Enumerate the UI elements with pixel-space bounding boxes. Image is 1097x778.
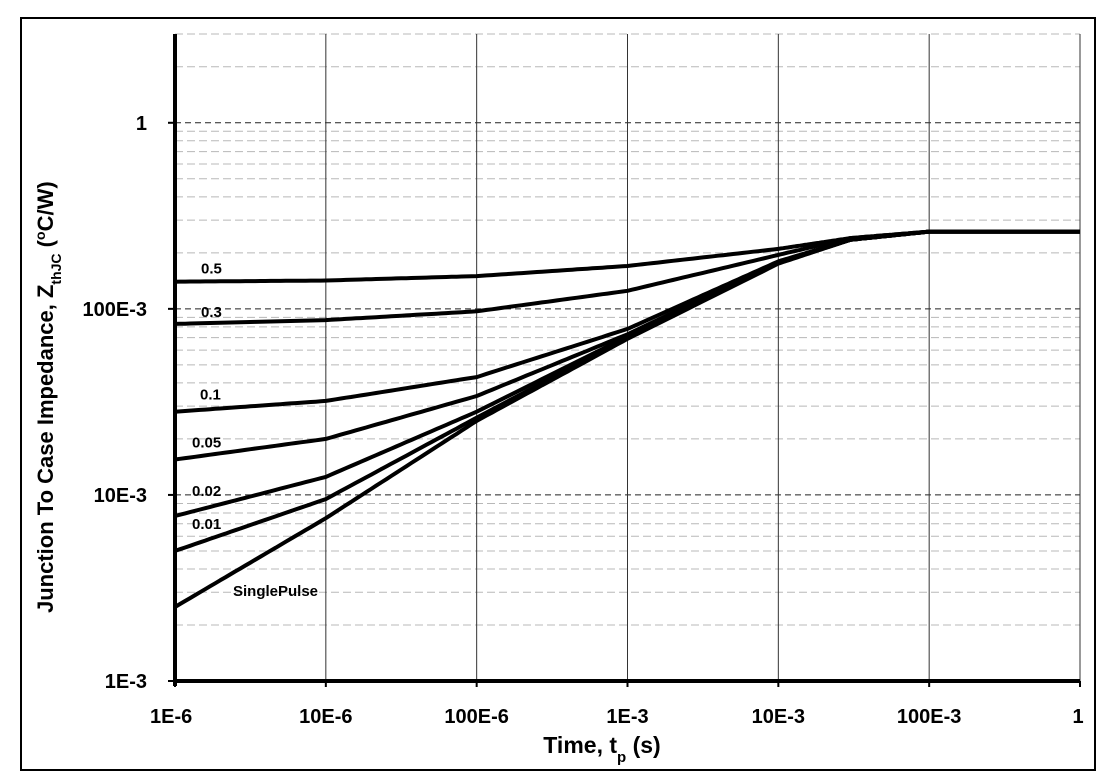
series-label: 0.1	[200, 387, 221, 404]
series-label: SinglePulse	[233, 583, 318, 600]
x-tick-label: 1E-3	[606, 706, 648, 728]
series-label: 0.05	[192, 435, 221, 452]
chart-frame	[20, 17, 1096, 771]
y-axis-title: Junction To Case Impedance, ZthJC (oC/W)	[32, 181, 64, 613]
series-labels: 0.5 0.3 0.1 0.05 0.02 0.01 SinglePulse	[192, 261, 318, 600]
y-tick-label: 1	[136, 113, 147, 135]
x-tick-label: 100E-6	[444, 706, 509, 728]
series-label: 0.01	[192, 516, 221, 533]
x-tick-label: 10E-3	[752, 706, 805, 728]
series-label: 0.5	[201, 261, 222, 278]
series-label: 0.02	[192, 483, 221, 500]
series-line	[173, 229, 1080, 609]
series-lines	[173, 229, 1080, 609]
y-tick-label: 1E-3	[105, 671, 147, 693]
x-tick-label: 10E-6	[299, 706, 352, 728]
x-tick-label: 1	[1072, 706, 1083, 728]
y-tick-label: 100E-3	[83, 299, 148, 321]
series-label: 0.3	[201, 304, 222, 321]
x-axis-title: Time, tp (s)	[543, 732, 660, 766]
axes: 1E-3 10E-3 100E-3 1 1E-6 10E-6 100E-6 1E-3 10E-3…	[83, 34, 1084, 728]
x-tick-label: 100E-3	[897, 706, 962, 728]
x-tick-label: 1E-6	[150, 706, 192, 728]
y-tick-label: 10E-3	[94, 485, 147, 507]
